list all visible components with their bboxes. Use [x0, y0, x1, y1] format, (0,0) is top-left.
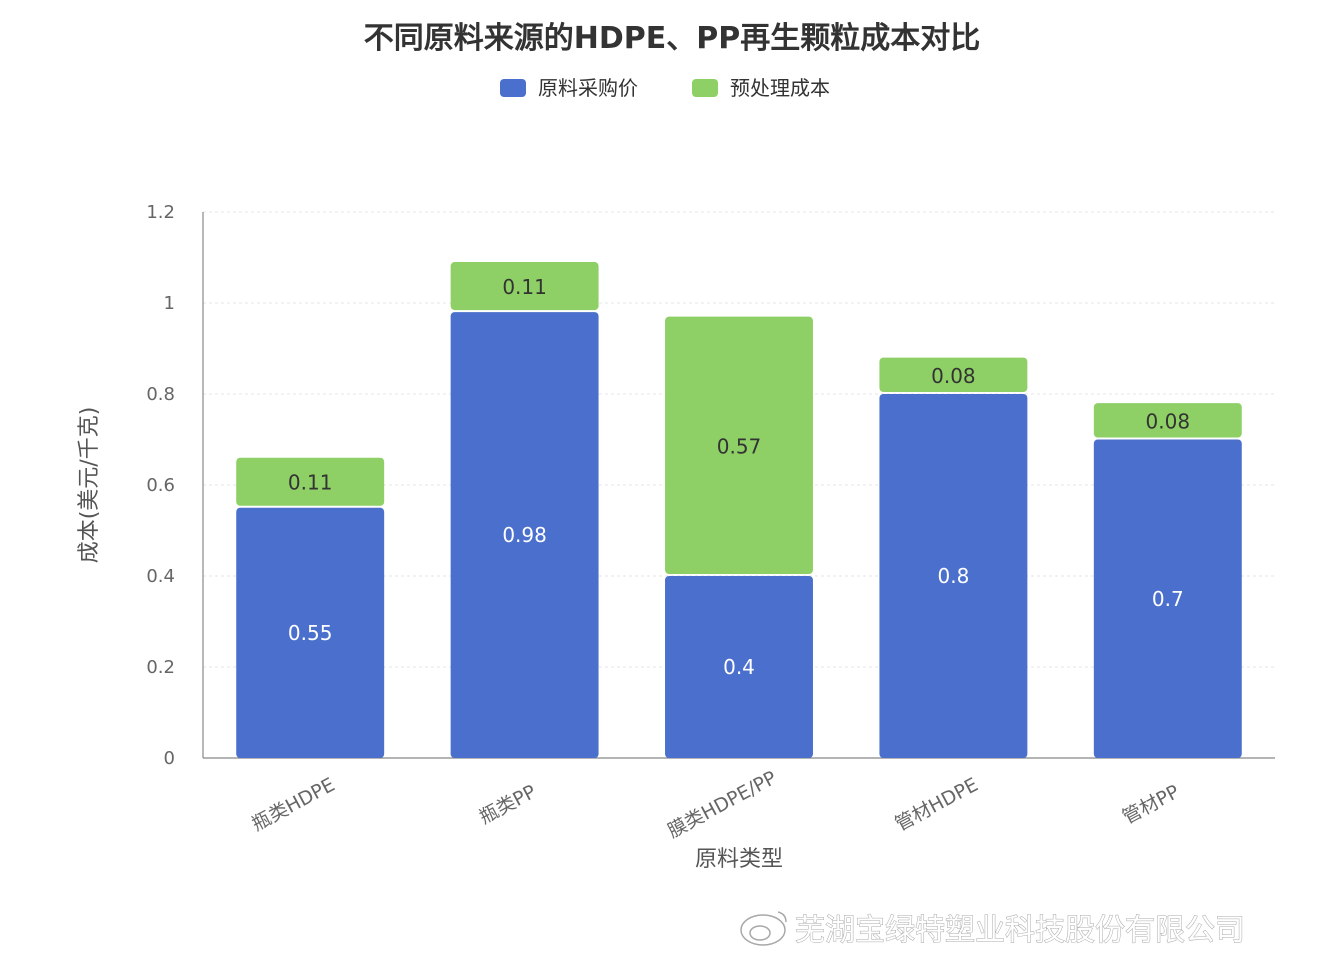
y-tick-label: 0.4: [146, 566, 175, 587]
bar-value-label: 0.11: [502, 275, 547, 299]
bar-pretreatment: [1093, 403, 1242, 438]
bar-value-label: 0.7: [1152, 587, 1184, 611]
y-tick-label: 0.6: [146, 475, 175, 496]
bar-value-label: 0.4: [723, 655, 755, 679]
legend-item: 预处理成本: [692, 76, 830, 100]
bar-purchase: [450, 312, 599, 758]
bar-value-label: 0.8: [937, 564, 969, 588]
bar-value-label: 0.98: [502, 523, 547, 547]
bar-purchase: [1093, 439, 1242, 758]
bar-value-label: 0.08: [1146, 409, 1191, 433]
bar-pretreatment: [236, 457, 385, 506]
bar-purchase: [879, 394, 1028, 758]
bar-pretreatment: [879, 357, 1028, 392]
y-axis-title: 成本(美元/千克): [77, 407, 102, 564]
weibo-logo-icon: [740, 911, 787, 946]
y-tick-label: 0.8: [146, 384, 175, 405]
bar-purchase: [665, 576, 813, 758]
bar-pretreatment: [450, 262, 599, 311]
bar-purchase: [236, 507, 385, 758]
legend-label: 原料采购价: [538, 76, 638, 100]
watermark-text: 芜湖宝绿特塑业科技股份有限公司: [795, 913, 1245, 948]
bar-value-label: 0.08: [931, 364, 976, 388]
y-tick-label: 1.2: [146, 202, 175, 223]
x-tick-label: 瓶类PP: [476, 781, 540, 829]
bar-value-label: 0.55: [288, 621, 333, 645]
bar-pretreatment: [665, 316, 813, 574]
legend: 原料采购价 预处理成本: [500, 76, 830, 100]
y-tick-label: 1: [164, 293, 175, 314]
x-tick-label: 管材HDPE: [892, 774, 982, 836]
bars: [236, 262, 1242, 758]
bar-labels: 0.55 0.11 0.98 0.11 0.4 0.57 0.8 0.08 0.7 0.08: [288, 275, 1190, 679]
chart-title: 不同原料来源的HDPE、PP再生颗粒成本对比: [364, 21, 980, 56]
y-tick-label: 0.2: [146, 657, 175, 678]
y-tick-label: 0: [164, 748, 175, 769]
x-axis-title: 原料类型: [695, 847, 783, 872]
legend-label: 预处理成本: [730, 76, 830, 100]
bar-value-label: 0.11: [288, 471, 333, 495]
x-tick-label: 瓶类HDPE: [248, 774, 338, 836]
bar-value-label: 0.57: [717, 434, 762, 458]
x-tick-label: 膜类HDPE/PP: [664, 767, 780, 843]
x-tick-label: 管材PP: [1119, 781, 1183, 829]
legend-item: 原料采购价: [500, 76, 638, 100]
watermark: 芜湖宝绿特塑业科技股份有限公司: [740, 911, 1246, 949]
legend-swatch: [500, 79, 526, 97]
legend-swatch: [692, 79, 718, 97]
